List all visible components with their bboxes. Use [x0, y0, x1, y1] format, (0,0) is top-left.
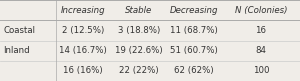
Text: Inland: Inland — [3, 46, 30, 55]
Text: 16 (16%): 16 (16%) — [63, 66, 103, 75]
Text: Increasing: Increasing — [61, 6, 106, 15]
Text: 2 (12.5%): 2 (12.5%) — [62, 26, 104, 35]
Text: Stable: Stable — [125, 6, 152, 15]
Text: Decreasing: Decreasing — [170, 6, 218, 15]
Text: Coastal: Coastal — [3, 26, 35, 35]
Text: 51 (60.7%): 51 (60.7%) — [170, 46, 218, 55]
Text: 11 (68.7%): 11 (68.7%) — [170, 26, 218, 35]
Text: 14 (16.7%): 14 (16.7%) — [59, 46, 107, 55]
Text: 16: 16 — [256, 26, 266, 35]
Text: 62 (62%): 62 (62%) — [174, 66, 214, 75]
Text: 3 (18.8%): 3 (18.8%) — [118, 26, 160, 35]
Text: 22 (22%): 22 (22%) — [119, 66, 159, 75]
Text: N (Colonies): N (Colonies) — [235, 6, 287, 15]
Text: 19 (22.6%): 19 (22.6%) — [115, 46, 163, 55]
Text: 100: 100 — [253, 66, 269, 75]
Text: 84: 84 — [256, 46, 266, 55]
